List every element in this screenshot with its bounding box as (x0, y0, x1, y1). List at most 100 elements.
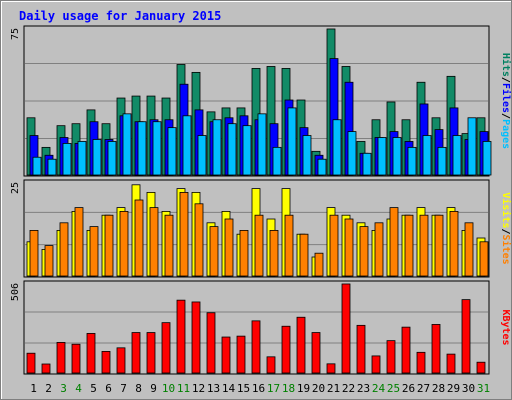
bar-kbytes-day-17 (266, 356, 276, 374)
bar-kbytes-day-18 (281, 325, 291, 374)
bar-kbytes-day-25 (386, 340, 396, 374)
axis-label-part: Visits (500, 192, 512, 228)
bar-sites-day-2 (44, 245, 54, 277)
x-tick-label: 29 (447, 382, 460, 395)
bar-sites-day-30 (464, 222, 474, 277)
bar-kbytes-day-6 (101, 351, 111, 374)
bar-sites-day-18 (284, 214, 294, 277)
bar-pages-day-22 (347, 131, 357, 176)
bar-sites-day-28 (434, 214, 444, 277)
bar-kbytes-day-13 (206, 312, 216, 374)
bar-sites-day-14 (224, 218, 234, 277)
bar-sites-day-9 (149, 207, 159, 277)
x-tick-label: 12 (192, 382, 205, 395)
x-tick-label: 3 (60, 382, 67, 395)
x-tick-label: 14 (222, 382, 236, 395)
bar-kbytes-day-11 (176, 299, 186, 374)
bar-pages-day-30 (467, 117, 477, 176)
bar-kbytes-day-26 (401, 326, 411, 374)
x-tick-label: 6 (105, 382, 112, 395)
x-tick-label: 26 (402, 382, 415, 395)
x-tick-label: 28 (432, 382, 445, 395)
bar-sites-day-17 (269, 229, 279, 277)
bar-sites-day-15 (239, 229, 249, 277)
bar-sites-day-5 (89, 226, 99, 277)
bar-pages-day-15 (242, 125, 252, 176)
bar-pages-day-31 (482, 141, 492, 176)
axis-label-part: / (500, 113, 511, 119)
x-tick-label: 7 (120, 382, 127, 395)
bar-kbytes-day-2 (41, 363, 51, 374)
y-max-label: 25 (10, 182, 21, 194)
bar-pages-day-5 (92, 139, 102, 176)
bar-kbytes-day-27 (416, 351, 426, 374)
bar-kbytes-day-1 (26, 352, 36, 374)
axis-label-part: KBytes (500, 309, 511, 345)
bar-sites-day-10 (164, 214, 174, 277)
bar-pages-day-7 (122, 113, 132, 176)
bar-pages-day-9 (152, 121, 162, 176)
bar-kbytes-day-22 (341, 283, 351, 374)
bar-sites-day-25 (389, 207, 399, 277)
bar-pages-day-24 (377, 137, 387, 176)
axis-label-kbytes: KBytes (500, 309, 511, 345)
bar-pages-day-28 (437, 146, 447, 176)
bar-pages-day-4 (77, 141, 87, 176)
axis-label-hits: Hits/Files/Pages (500, 53, 512, 149)
x-tick-label: 1 (30, 382, 37, 395)
bar-sites-day-22 (344, 218, 354, 277)
axis-label-part: / (500, 228, 511, 234)
bar-kbytes-day-4 (71, 343, 81, 374)
bar-sites-day-20 (314, 252, 324, 277)
bar-sites-day-27 (419, 214, 429, 277)
bar-pages-day-8 (137, 121, 147, 176)
x-tick-label: 17 (267, 382, 280, 395)
axis-label-part: Hits (500, 53, 512, 77)
x-tick-label: 8 (135, 382, 142, 395)
x-tick-label: 9 (150, 382, 157, 395)
bar-pages-day-26 (407, 146, 417, 176)
x-tick-label: 13 (207, 382, 220, 395)
bar-kbytes-day-29 (446, 353, 456, 374)
bar-kbytes-day-23 (356, 324, 366, 374)
x-tick-label: 2 (45, 382, 52, 395)
x-tick-label: 22 (342, 382, 355, 395)
bar-kbytes-day-31 (476, 361, 486, 374)
bar-sites-day-8 (134, 199, 144, 277)
bar-sites-day-19 (299, 233, 309, 277)
panel-kbytes: 506 KBytes (10, 280, 511, 375)
y-max-label: 506 (10, 283, 21, 301)
bar-kbytes-day-21 (326, 363, 336, 374)
axis-label-part: / (500, 77, 511, 83)
bar-sites-day-24 (374, 222, 384, 277)
bar-pages-day-6 (107, 141, 117, 176)
bar-pages-day-27 (422, 135, 432, 176)
x-tick-label: 25 (387, 382, 400, 395)
bar-pages-day-14 (227, 123, 237, 176)
bar-kbytes-day-24 (371, 355, 381, 374)
bar-pages-day-18 (287, 107, 297, 176)
axis-label-part: Pages (500, 119, 511, 149)
bar-pages-day-19 (302, 135, 312, 176)
bar-pages-day-11 (182, 115, 192, 176)
bar-kbytes-day-7 (116, 347, 126, 374)
bar-kbytes-day-14 (221, 336, 231, 374)
x-tick-label: 27 (417, 382, 430, 395)
x-tick-label: 10 (162, 382, 175, 395)
x-tick-label: 23 (357, 382, 370, 395)
x-tick-label: 24 (372, 382, 386, 395)
bar-sites-day-31 (479, 241, 489, 277)
bar-sites-day-29 (449, 210, 459, 277)
x-tick-label: 5 (90, 382, 97, 395)
bar-sites-day-26 (404, 214, 414, 277)
x-tick-label: 30 (462, 382, 475, 395)
axis-label-visits: Visits/Sites (500, 192, 512, 264)
bar-kbytes-day-9 (146, 332, 156, 374)
bar-pages-day-21 (332, 119, 342, 176)
bar-kbytes-day-5 (86, 333, 96, 374)
bar-sites-day-3 (59, 222, 69, 277)
x-tick-label: 16 (252, 382, 265, 395)
